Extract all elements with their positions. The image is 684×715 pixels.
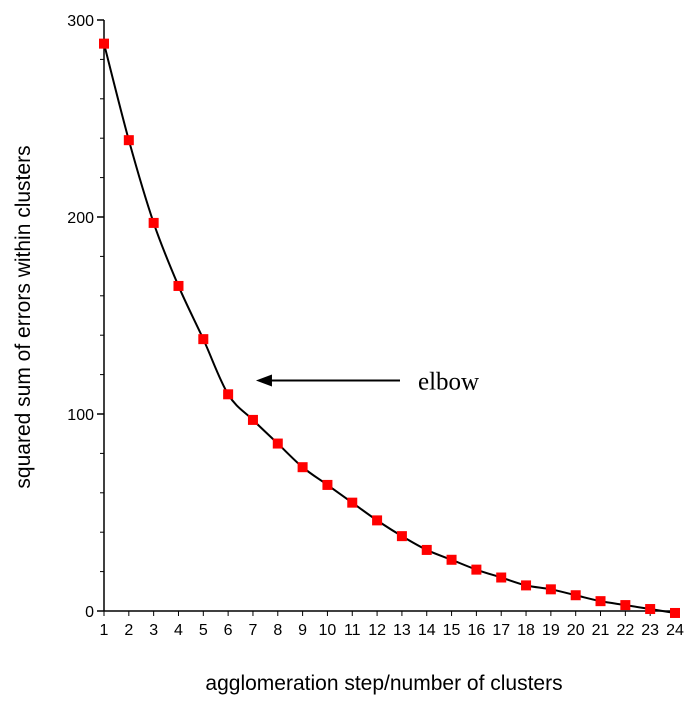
x-tick-label: 21 (592, 622, 610, 639)
axes (103, 20, 675, 612)
data-point-marker (396, 531, 407, 542)
series-markers (99, 38, 680, 618)
y-tick-label: 200 (67, 210, 94, 227)
data-point-marker (123, 135, 134, 146)
data-point-marker (670, 607, 680, 618)
x-tick-label: 9 (298, 622, 307, 639)
elbow-arrowhead (255, 374, 272, 387)
data-point-marker (347, 497, 358, 508)
x-tick-label: 7 (249, 622, 258, 639)
x-tick-label: 20 (567, 622, 585, 639)
data-point-marker (198, 334, 209, 345)
data-point-marker (272, 438, 283, 449)
x-tick-label: 14 (418, 622, 436, 639)
x-tick-label: 10 (319, 622, 337, 639)
data-point-marker (173, 280, 184, 291)
y-tick-label: 0 (85, 604, 94, 621)
x-tick-label: 13 (393, 622, 411, 639)
elbow-label: elbow (418, 369, 479, 396)
x-tick-label: 3 (149, 622, 158, 639)
y-tick-label: 300 (67, 13, 94, 30)
data-point-marker (521, 580, 532, 591)
x-tick-label: 6 (224, 622, 233, 639)
x-axis-label: agglomeration step/number of clusters (205, 672, 562, 695)
y-tick-label: 100 (67, 407, 94, 424)
x-tick-label: 12 (368, 622, 386, 639)
x-ticks: 1 2 3 4 5 6 7 8 9 10 11 12 13 14 15 16 17 18 19 20 21 22 23 24 (100, 611, 684, 639)
data-point-marker (322, 479, 333, 490)
data-point-marker (595, 596, 606, 607)
data-point-marker (620, 600, 631, 611)
x-tick-label: 23 (641, 622, 659, 639)
x-tick-label: 18 (517, 622, 535, 639)
x-tick-label: 19 (542, 622, 560, 639)
data-point-marker (496, 572, 507, 583)
data-point-marker (570, 590, 581, 601)
data-point-marker (99, 38, 109, 49)
x-tick-label: 4 (174, 622, 183, 639)
data-point-marker (223, 389, 234, 400)
x-tick-label: 5 (199, 622, 208, 639)
y-ticks: 0 100 200 300 (67, 13, 104, 621)
data-point-marker (471, 564, 482, 575)
data-point-marker (247, 414, 258, 425)
data-point-marker (297, 462, 308, 473)
series-line (103, 43, 676, 614)
data-point-marker (446, 554, 457, 565)
x-tick-label: 1 (100, 622, 109, 639)
data-point-marker (148, 217, 159, 228)
elbow-annotation: elbow (255, 369, 479, 396)
data-point-marker (421, 544, 432, 555)
data-point-marker (645, 604, 656, 615)
x-tick-label: 2 (124, 622, 133, 639)
y-axis-label: squared sum of errors within clusters (12, 145, 35, 488)
data-point-marker (372, 515, 383, 526)
x-tick-label: 22 (616, 622, 634, 639)
x-tick-label: 17 (492, 622, 510, 639)
x-tick-label: 24 (666, 622, 684, 639)
x-tick-label: 15 (443, 622, 461, 639)
x-tick-label: 11 (344, 622, 361, 639)
x-tick-label: 16 (467, 622, 485, 639)
x-tick-label: 8 (273, 622, 282, 639)
data-point-marker (545, 584, 556, 595)
